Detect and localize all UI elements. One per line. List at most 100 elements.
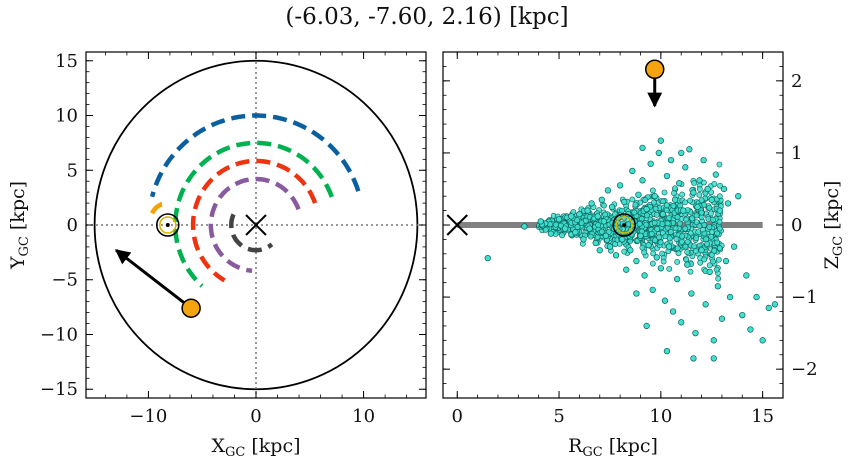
scatter-point [647, 160, 654, 167]
scatter-point [720, 185, 728, 193]
left-xlabel: XGC [kpc] [211, 435, 300, 460]
scatter-point [616, 182, 624, 189]
scatter-point [537, 218, 544, 225]
scatter-point [649, 260, 656, 267]
scatter-point [678, 149, 685, 157]
scatter-point [710, 337, 717, 344]
scatter-point [687, 268, 694, 275]
scatter-point [484, 255, 491, 262]
scatter-point [693, 212, 700, 219]
scatter-point [568, 213, 575, 220]
scatter-point [666, 265, 673, 272]
scatter-point [686, 146, 693, 153]
scatter-point [688, 290, 695, 297]
scatter-point [674, 214, 681, 221]
scatter-point [690, 189, 697, 196]
scatter-point [657, 265, 664, 272]
scatter-point [739, 311, 746, 319]
scatter-point [598, 196, 605, 203]
velocity-arrow [114, 248, 193, 310]
scatter-point [695, 229, 702, 236]
scatter-point [708, 233, 715, 240]
scatter-point [716, 218, 723, 225]
scatter-point [765, 304, 772, 312]
scatter-point [637, 232, 644, 239]
scatter-point [606, 243, 614, 250]
sun-symbol-ring [158, 216, 177, 234]
scatter-point [608, 203, 616, 211]
scatter-point [652, 205, 659, 212]
scatter-point [693, 248, 699, 254]
scatter-point [715, 256, 722, 263]
scatter-point [594, 213, 601, 220]
scatter-point [574, 217, 580, 224]
scatter-point [715, 275, 722, 282]
y-tick-label: 5 [67, 160, 78, 181]
right-xlabel: RGC [kpc] [568, 435, 658, 460]
scatter-point [642, 197, 649, 203]
scatter-point [696, 186, 703, 192]
scatter-point [661, 297, 669, 304]
scatter-point [711, 181, 718, 187]
scatter-point [710, 216, 716, 223]
y-tick-label: 2 [791, 71, 802, 92]
scatter-point [586, 225, 593, 232]
scatter-point [599, 228, 605, 235]
scatter-point [716, 161, 723, 168]
y-tick-label: −5 [51, 270, 78, 291]
scatter-point [602, 211, 609, 218]
scatter-point [621, 198, 628, 206]
scatter-point [691, 243, 698, 250]
object-marker [181, 298, 201, 318]
scatter-point [601, 202, 607, 209]
scatter-point [673, 236, 680, 242]
scatter-point [717, 182, 724, 189]
scatter-point [713, 266, 720, 273]
scatter-point [641, 249, 648, 256]
scatter-point [639, 144, 646, 152]
scatter-point [682, 164, 689, 171]
left-panel: −10 0 10 −15 −10 −5 0 5 10 15 XGC [kpc] YGC [kpc] [7, 51, 427, 460]
scatter-point [743, 272, 750, 279]
scatter-point [716, 207, 724, 214]
scatter-point [716, 193, 723, 200]
scatter-point [629, 167, 636, 175]
scatter-point [547, 230, 555, 237]
scatter-point [684, 261, 691, 268]
scatter-point [687, 197, 693, 204]
scatter-point [559, 232, 565, 239]
scatter-point [655, 149, 662, 157]
sun-symbol-dot [165, 223, 170, 227]
scatter-point [698, 247, 705, 254]
scatter-point [621, 248, 628, 255]
scatter-point [693, 235, 700, 242]
scatter-point [664, 220, 671, 227]
scatter-point [682, 225, 689, 232]
scatter-point [676, 220, 683, 227]
scatter-point [661, 189, 668, 196]
scatter-point [663, 347, 671, 355]
scatter-point [716, 225, 723, 232]
y-tick-label: −1 [791, 287, 818, 308]
scatter-point [730, 243, 738, 250]
scatter-point [633, 257, 640, 265]
scatter-point [680, 207, 687, 214]
scatter-point [674, 258, 681, 265]
scatter-point [596, 247, 603, 254]
scatter-point [644, 212, 650, 219]
scatter-point [693, 219, 700, 226]
scatter-point [702, 301, 709, 308]
scatter-point [555, 216, 563, 223]
scatter-point [632, 201, 639, 208]
y-tick-label: 1 [791, 143, 802, 164]
scatter-point [678, 319, 685, 326]
scatter-point [684, 249, 691, 255]
scatter-point [612, 252, 620, 259]
x-tick-label: −10 [129, 406, 167, 427]
scatter-point [663, 172, 671, 180]
scatter-cloud [535, 161, 725, 282]
left-plot-area [86, 52, 426, 398]
sun-symbol-right-outer [612, 213, 636, 237]
galactic-center-marker-right [446, 214, 468, 236]
x-tick-label: 0 [452, 406, 463, 427]
